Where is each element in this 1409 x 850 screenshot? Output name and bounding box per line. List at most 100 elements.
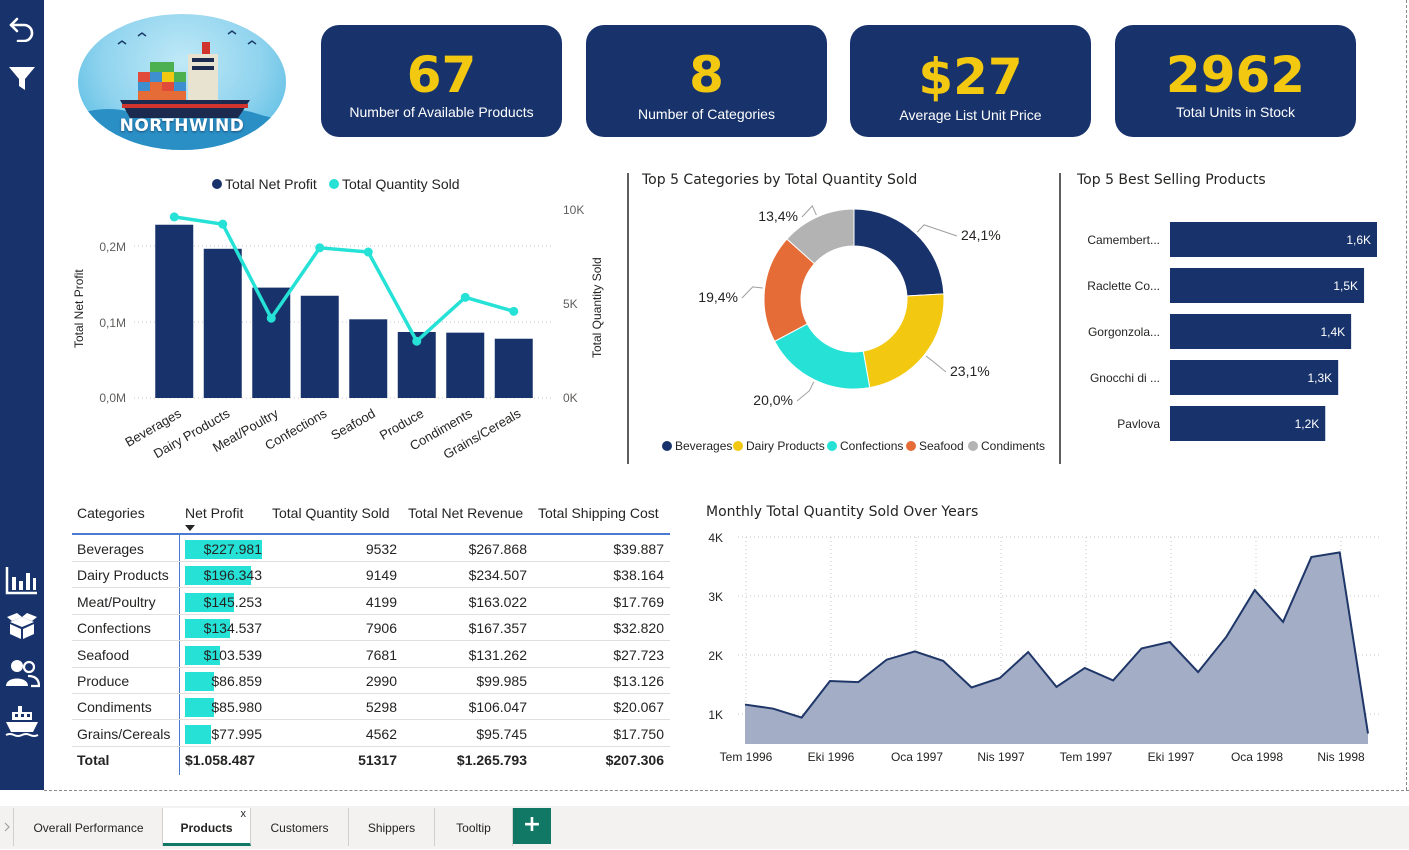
x-tick-label: Seafood [328, 406, 377, 443]
box-icon[interactable] [4, 608, 40, 644]
cell-quantity: 9532 [365, 541, 397, 557]
area-point[interactable] [1253, 588, 1257, 592]
quantity-point[interactable] [460, 292, 470, 302]
area-point[interactable] [1338, 550, 1342, 554]
quantity-point[interactable] [509, 306, 519, 316]
table-row[interactable]: Meat/Poultry $145.253 4199 $163.022 $17.769 [72, 589, 670, 615]
product-bar[interactable] [1170, 360, 1339, 395]
table-row[interactable]: Seafood $103.539 7681 $131.262 $27.723 [72, 642, 670, 668]
leader-line [916, 224, 958, 237]
net-profit-databar [185, 724, 211, 744]
product-bar[interactable] [1170, 406, 1326, 441]
area-point[interactable] [1281, 620, 1285, 624]
legend-dot-seafood [906, 441, 916, 451]
add-page-button[interactable]: + [513, 808, 551, 844]
area-point[interactable] [970, 685, 974, 689]
table-row[interactable]: Condiments $85.980 5298 $106.047 $20.067 [72, 694, 670, 721]
area-point[interactable] [998, 676, 1002, 680]
quantity-point[interactable] [363, 247, 373, 257]
table-header: Categories Net Profit Total Quantity Sol… [72, 500, 670, 526]
kpi-label: Number of Available Products [349, 104, 534, 120]
area-y-tick-1k: 1K [708, 708, 723, 722]
area-point[interactable] [1224, 635, 1228, 639]
slice-label: 20,0% [753, 392, 793, 408]
area-point[interactable] [856, 680, 860, 684]
area-point[interactable] [771, 707, 775, 711]
area-point[interactable] [828, 679, 832, 683]
slice-condiments[interactable] [786, 208, 855, 265]
table-row[interactable]: Confections $134.537 7906 $167.357 $32.820 [72, 615, 670, 642]
slice-beverages[interactable] [853, 208, 945, 297]
area-point[interactable] [941, 659, 945, 663]
quantity-point[interactable] [315, 243, 325, 253]
tab-scroll-left[interactable] [0, 808, 14, 846]
tab-close-icon[interactable]: x [240, 808, 247, 820]
quantity-line [173, 215, 515, 344]
area-point[interactable] [1083, 666, 1087, 670]
table-row[interactable]: Dairy Products $196.343 9149 $234.507 $38.16… [72, 562, 670, 589]
area-point[interactable] [1026, 650, 1030, 654]
bar-confections[interactable] [300, 295, 339, 398]
back-icon[interactable] [4, 10, 40, 46]
header-quantity[interactable]: Total Quantity Sold [272, 505, 390, 521]
area-point[interactable] [1309, 555, 1313, 559]
leader-line [796, 381, 815, 402]
area-point[interactable] [800, 716, 804, 720]
tab-customers[interactable]: Customers [251, 808, 349, 846]
bar-beverages[interactable] [155, 224, 194, 398]
slice-dairy-products[interactable] [862, 293, 945, 389]
product-bar[interactable] [1170, 222, 1377, 257]
left-tick-0: 0,0M [99, 391, 126, 405]
table-row[interactable]: Grains/Cereals $77.995 4562 $95.745 $17.750 [72, 721, 670, 747]
quantity-point[interactable] [218, 219, 228, 229]
header-revenue[interactable]: Total Net Revenue [408, 505, 524, 521]
cell-revenue: $234.507 [468, 567, 527, 584]
bar-grains-cereals[interactable] [494, 338, 533, 398]
product-bar[interactable] [1170, 314, 1352, 349]
sort-desc-icon[interactable] [185, 525, 195, 532]
bar-condiments[interactable] [446, 332, 485, 398]
bar-seafood[interactable] [349, 319, 388, 398]
area-point[interactable] [913, 649, 917, 653]
filter-icon[interactable] [4, 60, 40, 96]
cell-revenue: $95.745 [476, 725, 527, 742]
tab-products[interactable]: Products x [163, 808, 251, 846]
area-point[interactable] [1055, 685, 1059, 689]
area-x-tick: Eki 1997 [1148, 750, 1195, 764]
leader-line [925, 355, 947, 373]
header-net-profit[interactable]: Net Profit [185, 505, 244, 521]
quantity-point[interactable] [412, 336, 422, 346]
area-point[interactable] [1168, 640, 1172, 644]
bar-value-label: 1,6K [1346, 233, 1371, 247]
area-point[interactable] [885, 658, 889, 662]
area-point[interactable] [1111, 678, 1115, 682]
leader-line [741, 286, 763, 299]
cell-shipping: $17.769 [613, 593, 664, 610]
combo-legend: Total Net Profit Total Quantity Sold [212, 176, 460, 192]
area-point[interactable] [1196, 670, 1200, 674]
tab-shippers[interactable]: Shippers [349, 808, 435, 846]
legend-net-profit: Total Net Profit [225, 176, 317, 192]
bar-chart-icon[interactable] [4, 562, 40, 598]
area-point[interactable] [1366, 731, 1370, 735]
header-shipping[interactable]: Total Shipping Cost [538, 505, 659, 521]
tab-overall-performance[interactable]: Overall Performance [15, 808, 163, 846]
ship-icon[interactable] [4, 703, 40, 739]
legend-condiments: Condiments [981, 439, 1045, 453]
bar-dairy-products[interactable] [203, 248, 242, 398]
quantity-point[interactable] [266, 313, 276, 323]
kpi-categories: 8 Number of Categories [586, 25, 827, 137]
legend-dairy: Dairy Products [746, 439, 825, 453]
kpi-units-stock: 2962 Total Units in Stock [1115, 25, 1356, 137]
tab-tooltip[interactable]: Tooltip [435, 808, 513, 846]
quantity-point[interactable] [169, 212, 179, 222]
table-row[interactable]: Beverages $227.981 9532 $267.868 $39.887 [72, 536, 670, 562]
header-categories[interactable]: Categories [77, 505, 145, 521]
bar-meat-poultry[interactable] [252, 287, 291, 398]
area-x-tick: Eki 1996 [808, 750, 855, 764]
product-bar[interactable] [1170, 268, 1365, 303]
area-point[interactable] [1139, 647, 1143, 651]
table-row[interactable]: Produce $86.859 2990 $99.985 $13.126 [72, 668, 670, 694]
users-icon[interactable] [4, 655, 40, 691]
area-point[interactable] [743, 703, 747, 707]
